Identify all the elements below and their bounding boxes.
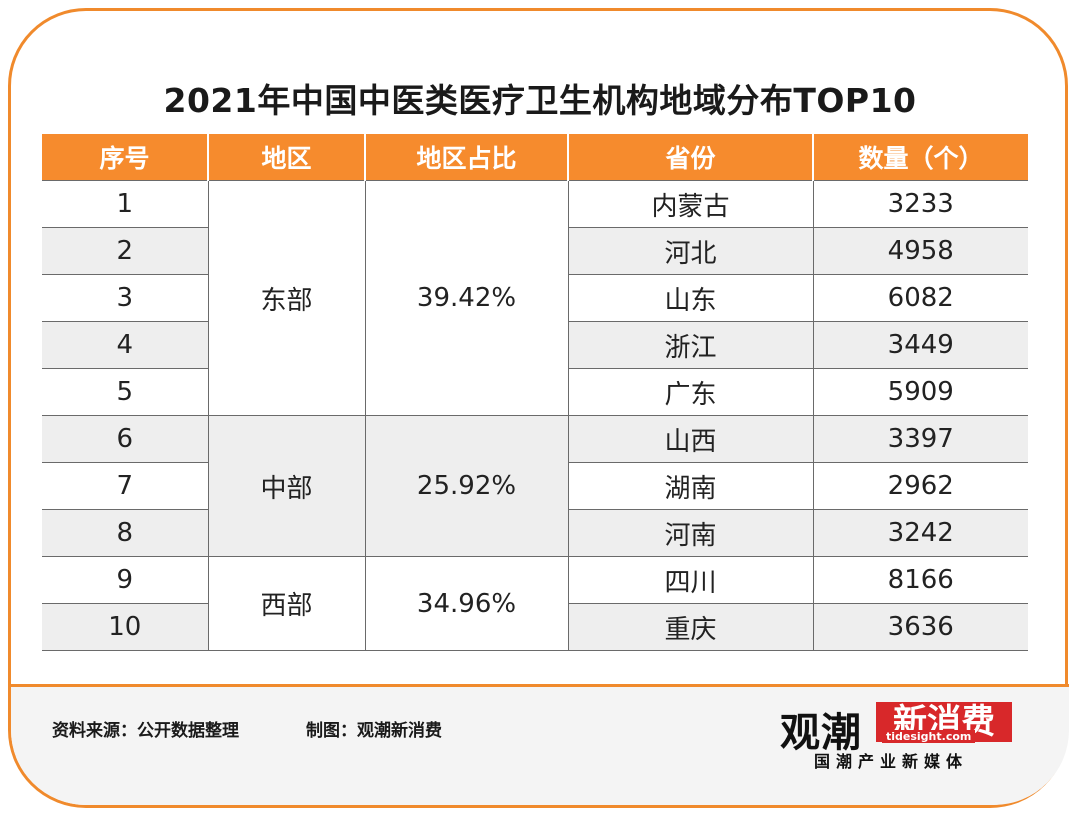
row-index: 2 <box>42 227 208 275</box>
table-row: 6 中部 25.92% 山西 3397 <box>42 415 1028 557</box>
row-count: 3449 <box>812 321 1028 369</box>
table-row: 1 东部 39.42% 内蒙古 3233 <box>42 180 1028 416</box>
row-count: 3636 <box>812 603 1028 651</box>
row-index: 4 <box>42 321 208 369</box>
data-source: 资料来源：公开数据整理 <box>52 721 239 741</box>
row-index: 8 <box>42 509 208 557</box>
brand-logo: 观潮 新消费 tidesight.com 国潮产业新媒体 <box>780 700 1012 772</box>
row-province: 四川 <box>567 556 813 604</box>
distribution-table: 序号 地区 地区占比 省份 数量（个） 1 东部 39.42% 内蒙古 3233… <box>42 134 1028 651</box>
row-count: 2962 <box>812 462 1028 510</box>
row-province: 河北 <box>567 227 813 275</box>
row-province: 河南 <box>567 509 813 557</box>
table-row: 7 湖南 2962 <box>42 462 1028 510</box>
table-row: 4 浙江 3449 <box>42 321 1028 369</box>
row-count: 3233 <box>812 180 1028 228</box>
row-province: 湖南 <box>567 462 813 510</box>
table-row: 3 山东 6082 <box>42 274 1028 322</box>
header-index: 序号 <box>42 134 208 181</box>
region-east: 东部 <box>207 180 366 416</box>
table-row: 9 西部 34.96% 四川 8166 <box>42 556 1028 651</box>
table-row: 10 重庆 3636 <box>42 603 1028 651</box>
row-index: 5 <box>42 368 208 416</box>
logo-url: tidesight.com <box>882 730 976 743</box>
table-row: 8 河南 3242 <box>42 509 1028 557</box>
ratio-east: 39.42% <box>364 180 569 416</box>
ratio-central: 25.92% <box>364 415 569 557</box>
row-count: 3397 <box>812 415 1028 463</box>
page-title: 2021年中国中医类医疗卫生机构地域分布TOP10 <box>163 81 917 120</box>
chart-maker: 制图：观潮新消费 <box>306 721 442 741</box>
row-count: 5909 <box>812 368 1028 416</box>
row-index: 6 <box>42 415 208 463</box>
ratio-west: 34.96% <box>364 556 569 651</box>
row-count: 6082 <box>812 274 1028 322</box>
table-header-row: 序号 地区 地区占比 省份 数量（个） <box>42 134 1028 181</box>
logo-main-text: 观潮 <box>780 710 862 756</box>
row-index: 3 <box>42 274 208 322</box>
row-province: 浙江 <box>567 321 813 369</box>
row-count: 8166 <box>812 556 1028 604</box>
header-ratio: 地区占比 <box>364 134 568 181</box>
header-region: 地区 <box>207 134 365 181</box>
table-row: 2 河北 4958 <box>42 227 1028 275</box>
row-province: 山西 <box>567 415 813 463</box>
row-index: 7 <box>42 462 208 510</box>
row-count: 3242 <box>812 509 1028 557</box>
region-west: 西部 <box>207 556 366 651</box>
logo-tagline: 国潮产业新媒体 <box>814 752 969 771</box>
row-province: 内蒙古 <box>567 180 813 228</box>
header-province: 省份 <box>567 134 813 181</box>
footer-divider <box>11 684 1069 687</box>
row-count: 4958 <box>812 227 1028 275</box>
region-central: 中部 <box>207 415 366 557</box>
row-province: 山东 <box>567 274 813 322</box>
row-index: 10 <box>42 603 208 651</box>
row-province: 重庆 <box>567 603 813 651</box>
row-index: 9 <box>42 556 208 604</box>
header-count: 数量（个） <box>812 134 1028 181</box>
row-index: 1 <box>42 180 208 228</box>
row-province: 广东 <box>567 368 813 416</box>
card-frame <box>8 8 1068 808</box>
table-row: 5 广东 5909 <box>42 368 1028 416</box>
